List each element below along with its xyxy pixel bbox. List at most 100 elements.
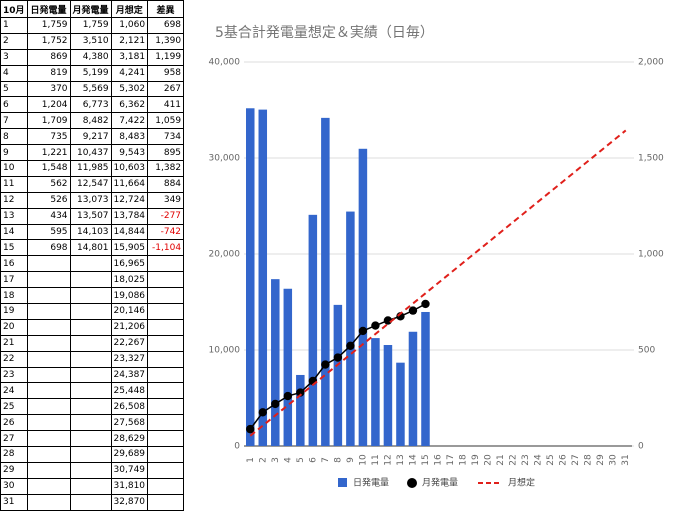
table-cell xyxy=(147,382,185,400)
table-cell: 23 xyxy=(0,366,28,384)
marker xyxy=(258,408,267,417)
table-cell xyxy=(69,446,112,463)
table-cell: 14 xyxy=(0,223,28,241)
table-cell: 698 xyxy=(26,239,71,257)
table-cell: 9,543 xyxy=(110,144,149,162)
table-row: 27 28,629 xyxy=(0,430,185,448)
table-cell: 27 xyxy=(0,430,28,448)
table-cell: 11 xyxy=(0,175,28,193)
table-cell xyxy=(147,414,185,432)
x-tick-label: 12 xyxy=(383,454,393,465)
table-cell: 6,773 xyxy=(69,96,112,114)
legend-label: 月発電量 xyxy=(422,477,458,489)
x-tick-label: 20 xyxy=(484,454,494,466)
table-cell: 25,448 xyxy=(110,382,149,400)
x-tick-label: 9 xyxy=(346,457,356,463)
table-cell xyxy=(147,287,185,305)
table-row: 7 1,709 8,482 7,422 1,059 xyxy=(0,112,185,130)
table-cell: 10 xyxy=(0,160,28,177)
legend-swatch xyxy=(407,478,417,488)
bar xyxy=(271,279,280,446)
table-row: 24 25,448 xyxy=(0,382,185,400)
table-row: 2 1,752 3,510 2,121 1,390 xyxy=(0,32,185,50)
bar xyxy=(333,304,343,446)
table-cell: 958 xyxy=(147,64,185,82)
table-cell: 19 xyxy=(0,303,28,320)
table-row: 28 29,689 xyxy=(0,446,185,463)
table-cell xyxy=(26,446,71,463)
table-cell: 17 xyxy=(0,271,28,289)
table-cell: 16 xyxy=(0,255,28,273)
table-cell: 13 xyxy=(0,207,28,225)
table-cell: 734 xyxy=(147,128,185,146)
bar xyxy=(321,117,330,446)
bar xyxy=(408,331,418,446)
table-cell: 12,547 xyxy=(69,175,112,193)
table-cell xyxy=(147,255,185,273)
table-cell: 30,749 xyxy=(110,461,149,479)
table-cell: 日発電量 xyxy=(26,0,71,18)
table-cell xyxy=(69,255,112,273)
table-cell: 13,507 xyxy=(69,207,112,225)
table-cell: 20,146 xyxy=(110,303,149,320)
bar xyxy=(396,362,405,446)
line xyxy=(249,129,627,437)
table-cell: 1,548 xyxy=(26,160,71,177)
marker xyxy=(371,321,380,330)
x-tick-label: 14 xyxy=(408,454,418,466)
x-tick-label: 8 xyxy=(333,457,343,463)
data-table: 10月 日発電量 月発電量 月想定 差異 1 1,759 1,759 1,060 698 2 1,75… xyxy=(0,0,185,511)
table-cell: 15,905 xyxy=(110,239,149,257)
table-cell: 8 xyxy=(0,128,28,146)
y-tick-label: 30,000 xyxy=(209,154,241,164)
table-row: 6 1,204 6,773 6,362 411 xyxy=(0,96,185,114)
y-tick-label: 40,000 xyxy=(209,58,241,68)
table-cell: 13,784 xyxy=(110,207,149,225)
table-cell xyxy=(26,366,71,384)
x-tick-label: 28 xyxy=(584,454,594,466)
table-cell: 10,437 xyxy=(69,144,112,162)
table-row: 10 1,548 11,985 10,603 1,382 xyxy=(0,160,185,177)
table-cell: 29 xyxy=(0,461,28,479)
table-cell: 698 xyxy=(147,17,185,34)
table-cell xyxy=(26,414,71,432)
table-row: 9 1,221 10,437 9,543 895 xyxy=(0,144,185,162)
x-tick-label: 13 xyxy=(396,454,406,465)
table-cell xyxy=(26,271,71,289)
table-cell: 735 xyxy=(26,128,71,146)
table-cell: 9,217 xyxy=(69,128,112,146)
legend-swatch xyxy=(338,478,347,487)
table-cell: 22,267 xyxy=(110,334,149,352)
table-cell: 5,569 xyxy=(69,80,112,98)
x-tick-label: 1 xyxy=(246,457,256,463)
table-cell: 14,801 xyxy=(69,239,112,257)
table-cell: 18,025 xyxy=(110,271,149,289)
table-cell: 14,103 xyxy=(69,223,112,241)
table-cell: 6 xyxy=(0,96,28,114)
table-row: 25 26,508 xyxy=(0,398,185,416)
table-row: 13 434 13,507 13,784 -277 xyxy=(0,207,185,225)
x-tick-label: 16 xyxy=(434,454,444,466)
marker xyxy=(296,388,305,397)
bar xyxy=(371,338,380,446)
table-cell xyxy=(147,461,185,479)
table-cell: 5,302 xyxy=(110,80,149,98)
x-tick-label: 7 xyxy=(321,457,331,463)
table-cell: 18 xyxy=(0,287,28,305)
table-row: 19 20,146 xyxy=(0,303,185,320)
x-tick-label: 11 xyxy=(371,454,381,465)
marker xyxy=(421,299,430,309)
table-cell: 595 xyxy=(26,223,71,241)
table-row: 14 595 14,103 14,844 -742 xyxy=(0,223,185,241)
table-cell xyxy=(69,366,112,384)
table-cell: 11,664 xyxy=(110,175,149,193)
table-cell: 19,086 xyxy=(110,287,149,305)
table-cell: 10,603 xyxy=(110,160,149,177)
table-cell: 8,482 xyxy=(69,112,112,130)
table-cell xyxy=(26,477,71,495)
table-cell: 12,724 xyxy=(110,191,149,209)
table-row: 1 1,759 1,759 1,060 698 xyxy=(0,17,185,34)
table-cell xyxy=(26,430,71,448)
table-row: 16 16,965 xyxy=(0,255,185,273)
marker xyxy=(333,353,343,362)
